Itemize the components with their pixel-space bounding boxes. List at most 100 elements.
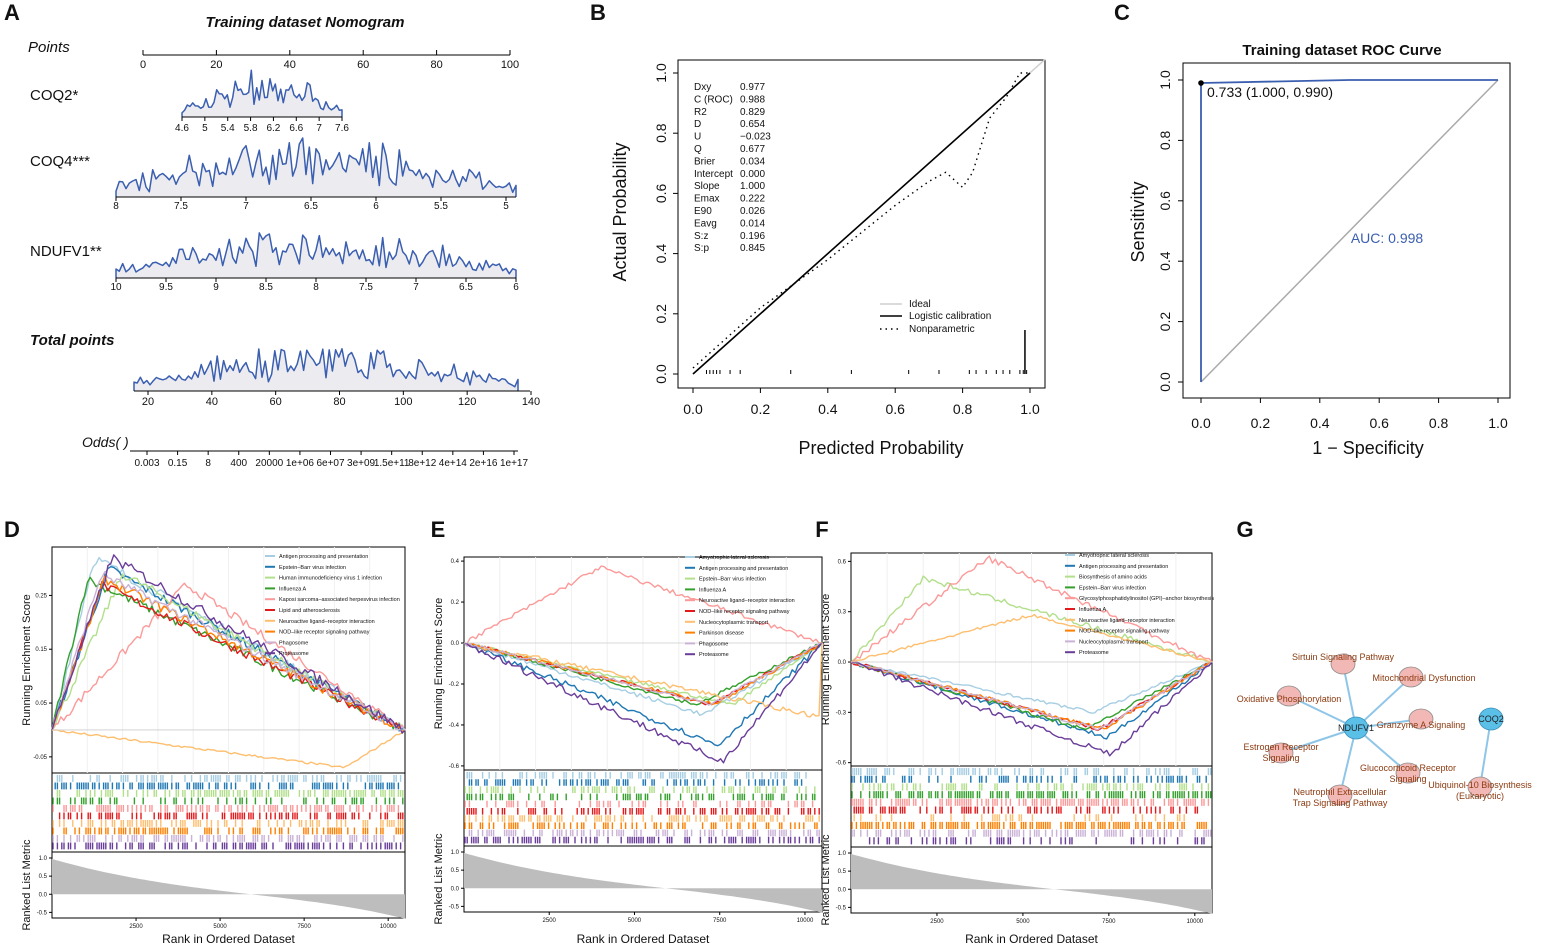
- hit-marks: [464, 786, 816, 793]
- ndufv1-tick-label: 7.5: [359, 282, 373, 293]
- gsea-xtick-label: 7500: [1102, 919, 1116, 925]
- metric-ytick-label: 0.5: [451, 868, 460, 874]
- network-edge: [1355, 676, 1412, 729]
- odds-tick-label: 0.15: [168, 458, 188, 469]
- total-tick-label: 20: [142, 396, 154, 408]
- total-points-label: Total points: [30, 332, 114, 349]
- pathway-node: [1268, 742, 1294, 764]
- gene-node: [1343, 716, 1369, 740]
- pathway-label: Neutrophil Extracellular: [1293, 787, 1386, 797]
- gsea-ytick-label: 0.0: [838, 660, 847, 666]
- metric-ytick-label: -0.5: [37, 910, 48, 916]
- gsea-metric-label: Ranked List Metric: [820, 834, 832, 926]
- enrichment-curve: [52, 729, 406, 769]
- network-edge: [1339, 727, 1357, 796]
- gsea-legend-label: Nucleocytoplasmic transport: [699, 620, 769, 626]
- roc-ytick-label: 0.4: [1157, 251, 1173, 271]
- pathway-label: Sirtuin Signaling Pathway: [1292, 652, 1395, 662]
- roc-xtick-label: 0.2: [1251, 415, 1271, 431]
- stat-value: 0.026: [740, 206, 765, 217]
- gsea-xtick-label: 5000: [628, 918, 642, 924]
- gsea-xtick-label: 2500: [930, 919, 944, 925]
- stat-value: 0.829: [740, 107, 765, 118]
- cal-xtick-label: 0.6: [885, 401, 905, 417]
- enrichment-curve: [850, 575, 1213, 665]
- roc-xlabel: 1 − Specificity: [1312, 438, 1424, 458]
- gsea-ytick-label: -0.4: [449, 723, 460, 729]
- pathway-node: [1398, 666, 1424, 688]
- stat-name: E90: [694, 206, 712, 217]
- cal-xtick-label: 0.8: [953, 401, 973, 417]
- nomogram-title: Training dataset Nomogram: [206, 14, 405, 31]
- gsea-ylabel: Running Enrichment Score: [433, 598, 445, 729]
- metric-ytick-label: 0.5: [39, 874, 48, 880]
- pathway-node: [1467, 776, 1493, 798]
- hit-marks: [851, 768, 1212, 776]
- points-tick-label: 100: [501, 59, 519, 71]
- row-label-ndufv1: NDUFV1**: [30, 243, 102, 260]
- hit-marks: [56, 790, 404, 797]
- gene-node: [1478, 707, 1504, 731]
- stat-name: Slope: [694, 181, 720, 192]
- coq4-tick-label: 7.5: [174, 201, 188, 212]
- enrichment-curve: [51, 571, 406, 731]
- cal-ylabel: Actual Probability: [610, 142, 630, 281]
- roc-xtick-label: 0.4: [1310, 415, 1330, 431]
- points-label: Points: [28, 39, 70, 56]
- odds-tick-label: 20000: [255, 458, 283, 469]
- odds-tick-label: 1e+06: [286, 458, 315, 469]
- legend-label: Nonparametric: [909, 324, 975, 335]
- hit-marks: [52, 805, 400, 812]
- enrichment-curve: [851, 661, 1213, 714]
- hit-marks: [466, 808, 820, 815]
- enrichment-curve: [51, 566, 406, 732]
- gsea-legend-label: Neuroactive ligand–receptor interaction: [1079, 618, 1175, 624]
- chance-line: [1200, 79, 1499, 383]
- coq4-density: [115, 137, 517, 197]
- ranked-metric-area: [52, 858, 405, 919]
- gsea-xlabel: Rank in Ordered Dataset: [577, 932, 710, 946]
- stat-name: Q: [694, 144, 702, 155]
- stat-name: D: [694, 119, 701, 130]
- enrichment-curve: [850, 613, 1213, 663]
- gsea-legend-label: Human immunodeficiency virus 1 infection: [279, 576, 382, 582]
- total-tick-label: 140: [522, 396, 540, 408]
- odds-tick-label: 0.003: [134, 458, 159, 469]
- odds-tick-label: 4e+14: [439, 458, 468, 469]
- gsea-legend-label: Antigen processing and presentation: [699, 566, 788, 572]
- odds-tick-label: 1e+17: [500, 458, 529, 469]
- gsea-metric-label: Ranked List Metric: [433, 833, 445, 925]
- coq4-tick-label: 6: [373, 201, 379, 212]
- gsea-legend-label: Kaposi sarcoma–associated herpesvirus in…: [279, 597, 400, 603]
- stat-value: 0.988: [740, 94, 765, 105]
- hit-marks: [853, 814, 1185, 822]
- gsea-xlabel: Rank in Ordered Dataset: [965, 932, 1098, 946]
- coq2-tick-label: 5: [202, 123, 208, 134]
- gsea-ytick-label: 0.05: [35, 701, 47, 707]
- hit-marks: [54, 782, 400, 790]
- gsea-legend-label: Epstein–Barr virus infection: [279, 565, 346, 571]
- panel-letter-g: G: [1236, 517, 1253, 542]
- roc-ytick-label: 1.0: [1157, 70, 1173, 90]
- hit-marks: [851, 775, 1207, 783]
- stat-value: 0.196: [740, 231, 765, 242]
- coq2-tick-label: 4.6: [175, 123, 189, 134]
- metric-ytick-label: 0.0: [39, 892, 48, 898]
- gsea-legend-label: Amyotrophic lateral sclerosis: [1079, 553, 1149, 559]
- coq4-tick-label: 8: [113, 201, 119, 212]
- hit-marks: [466, 772, 807, 779]
- gsea-xtick-label: 10000: [380, 924, 397, 930]
- roc-panel: Training dataset ROC Curve 0.0 0.0 0.2 0.2 0.…: [1128, 42, 1511, 458]
- nonparametric-line: [692, 72, 1030, 369]
- gsea-legend-label: Nucleocytoplasmic transport: [1079, 639, 1149, 645]
- hit-marks: [464, 800, 814, 808]
- gsea-ylabel: Running Enrichment Score: [820, 594, 832, 725]
- gsea-ytick-label: -0.05: [33, 755, 47, 761]
- stat-name: R2: [694, 107, 707, 118]
- stat-name: C (ROC): [694, 94, 733, 105]
- panel-letter-d: D: [4, 517, 20, 542]
- row-label-coq4: COQ4***: [30, 153, 90, 170]
- gene-node-label: NDUFV1: [1338, 723, 1374, 733]
- hit-marks: [851, 783, 1210, 791]
- ndufv1-tick-label: 6.5: [459, 282, 473, 293]
